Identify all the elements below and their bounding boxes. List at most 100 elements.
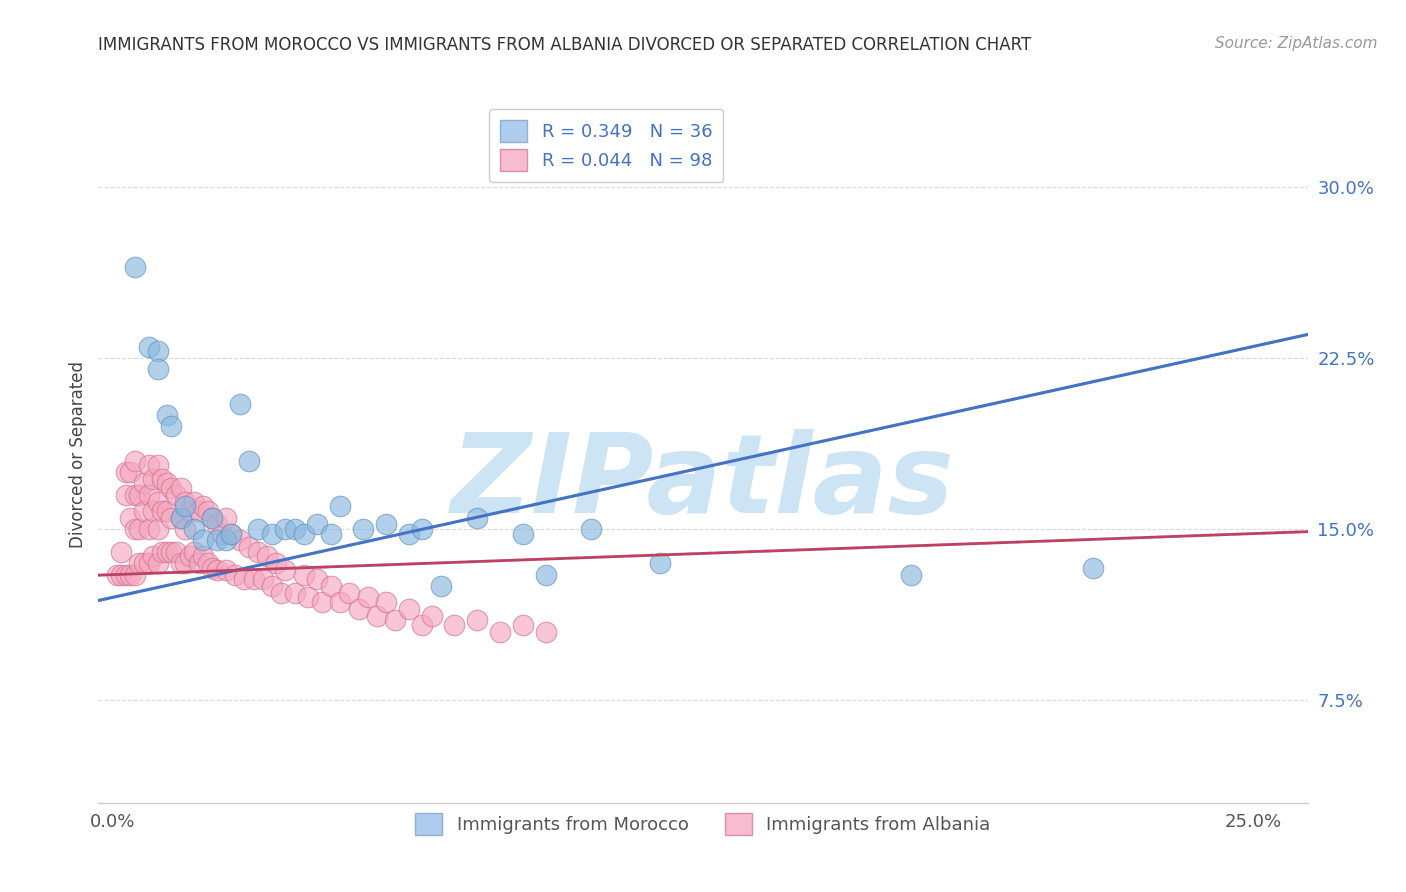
Point bbox=[205, 533, 228, 548]
Point bbox=[534, 567, 557, 582]
Point bbox=[201, 510, 224, 524]
Point bbox=[224, 567, 246, 582]
Point bbox=[266, 556, 288, 570]
Point bbox=[169, 510, 191, 524]
Point bbox=[384, 613, 406, 627]
Point bbox=[648, 556, 671, 570]
Point bbox=[160, 481, 183, 495]
Point bbox=[411, 618, 433, 632]
Point bbox=[233, 572, 256, 586]
Point bbox=[215, 563, 238, 577]
Point bbox=[183, 522, 205, 536]
Point bbox=[311, 595, 333, 609]
Point bbox=[128, 522, 150, 536]
Point bbox=[174, 500, 197, 514]
Point bbox=[247, 522, 270, 536]
Point bbox=[179, 504, 201, 518]
Point bbox=[219, 526, 242, 541]
Point bbox=[150, 504, 173, 518]
Point bbox=[242, 572, 264, 586]
Point bbox=[512, 618, 534, 632]
Point bbox=[321, 526, 343, 541]
Point bbox=[160, 510, 183, 524]
Point bbox=[160, 545, 183, 559]
Point bbox=[183, 545, 205, 559]
Point bbox=[215, 533, 238, 548]
Point bbox=[193, 549, 215, 564]
Point bbox=[197, 504, 219, 518]
Point bbox=[252, 572, 274, 586]
Point bbox=[128, 556, 150, 570]
Point bbox=[489, 624, 512, 639]
Point bbox=[270, 586, 292, 600]
Point bbox=[138, 556, 160, 570]
Point bbox=[187, 556, 209, 570]
Point bbox=[146, 458, 169, 473]
Point bbox=[183, 494, 205, 508]
Point bbox=[465, 613, 488, 627]
Point bbox=[124, 522, 146, 536]
Point bbox=[197, 556, 219, 570]
Point bbox=[142, 504, 165, 518]
Point bbox=[138, 458, 160, 473]
Point bbox=[120, 567, 142, 582]
Point bbox=[165, 545, 187, 559]
Point bbox=[193, 533, 215, 548]
Y-axis label: Divorced or Separated: Divorced or Separated bbox=[69, 361, 87, 549]
Point bbox=[1081, 561, 1104, 575]
Point bbox=[247, 545, 270, 559]
Point bbox=[579, 522, 602, 536]
Point bbox=[120, 510, 142, 524]
Point bbox=[105, 567, 128, 582]
Point bbox=[174, 556, 197, 570]
Point bbox=[179, 549, 201, 564]
Point bbox=[124, 260, 146, 274]
Point bbox=[201, 510, 224, 524]
Point bbox=[114, 488, 136, 502]
Point bbox=[150, 472, 173, 486]
Point bbox=[132, 504, 155, 518]
Point bbox=[138, 340, 160, 354]
Point bbox=[465, 510, 488, 524]
Point bbox=[156, 408, 179, 422]
Point bbox=[124, 488, 146, 502]
Point bbox=[429, 579, 451, 593]
Text: IMMIGRANTS FROM MOROCCO VS IMMIGRANTS FROM ALBANIA DIVORCED OR SEPARATED CORRELA: IMMIGRANTS FROM MOROCCO VS IMMIGRANTS FR… bbox=[98, 36, 1032, 54]
Point bbox=[156, 476, 179, 491]
Point bbox=[374, 595, 396, 609]
Point bbox=[110, 545, 132, 559]
Text: ZIPatlas: ZIPatlas bbox=[451, 429, 955, 536]
Point bbox=[146, 522, 169, 536]
Point bbox=[124, 567, 146, 582]
Point bbox=[352, 522, 374, 536]
Point bbox=[238, 453, 260, 467]
Point bbox=[187, 504, 209, 518]
Point bbox=[534, 624, 557, 639]
Point bbox=[411, 522, 433, 536]
Point bbox=[150, 545, 173, 559]
Point bbox=[146, 362, 169, 376]
Point bbox=[169, 510, 191, 524]
Point bbox=[169, 481, 191, 495]
Point bbox=[174, 494, 197, 508]
Point bbox=[156, 545, 179, 559]
Point bbox=[169, 556, 191, 570]
Point bbox=[229, 533, 252, 548]
Point bbox=[307, 517, 329, 532]
Point bbox=[215, 510, 238, 524]
Point bbox=[297, 591, 319, 605]
Point bbox=[201, 561, 224, 575]
Point bbox=[142, 472, 165, 486]
Point bbox=[142, 549, 165, 564]
Point bbox=[120, 465, 142, 479]
Point bbox=[160, 419, 183, 434]
Point bbox=[205, 563, 228, 577]
Point bbox=[165, 488, 187, 502]
Point bbox=[146, 494, 169, 508]
Point bbox=[274, 563, 297, 577]
Point bbox=[229, 396, 252, 410]
Point bbox=[443, 618, 465, 632]
Point bbox=[146, 556, 169, 570]
Point bbox=[337, 586, 360, 600]
Point bbox=[132, 556, 155, 570]
